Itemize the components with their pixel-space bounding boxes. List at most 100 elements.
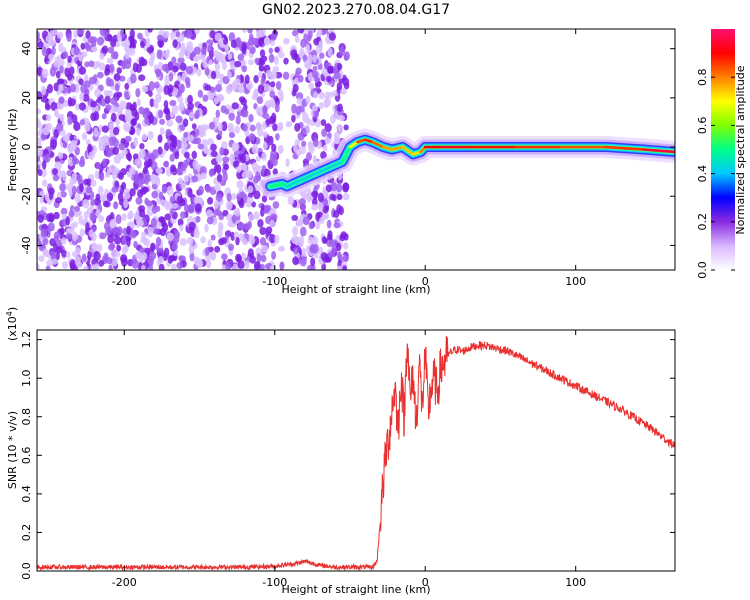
noise-dot <box>193 55 200 63</box>
noise-dot <box>118 171 124 180</box>
noise-dot <box>85 222 90 232</box>
noise-dot <box>208 59 213 66</box>
noise-dot <box>183 118 189 127</box>
noise-dot <box>213 199 219 209</box>
noise-dot <box>269 219 275 228</box>
noise-dot <box>230 39 238 49</box>
noise-dot <box>50 101 58 111</box>
noise-dot <box>205 209 213 218</box>
noise-dot <box>47 53 55 61</box>
noise-dot <box>200 236 206 244</box>
noise-dot <box>336 265 342 270</box>
noise-dot <box>237 53 245 62</box>
noise-dot <box>102 200 110 208</box>
noise-dot <box>215 155 223 163</box>
y-tick-label: 20 <box>20 91 33 105</box>
noise-dot <box>110 256 119 267</box>
noise-dot <box>172 234 180 244</box>
noise-dot <box>153 102 159 109</box>
noise-dot <box>317 192 324 203</box>
y-tick-label: 0.2 <box>20 524 33 542</box>
noise-dot <box>153 81 160 89</box>
noise-dot <box>221 60 227 70</box>
y-tick-label: 1.0 <box>20 369 33 387</box>
signal-track-core <box>268 182 284 188</box>
noise-dot <box>106 257 113 265</box>
noise-dot <box>93 127 99 138</box>
noise-dot <box>53 243 58 253</box>
noise-dot <box>187 135 195 142</box>
noise-dot <box>295 92 304 101</box>
noise-dot <box>255 155 261 162</box>
noise-dot <box>227 122 234 132</box>
noise-dot <box>64 133 70 144</box>
noise-dot <box>189 251 195 262</box>
noise-dot <box>115 214 122 224</box>
noise-dot <box>248 59 254 66</box>
noise-dot <box>161 63 169 72</box>
noise-dot <box>113 73 121 82</box>
noise-dot <box>150 51 156 61</box>
noise-dot <box>279 92 284 102</box>
noise-dot <box>293 144 298 153</box>
noise-dot <box>235 253 242 263</box>
noise-dot <box>124 109 132 118</box>
noise-dot <box>321 236 327 244</box>
noise-dot <box>80 51 88 58</box>
noise-dot <box>313 109 320 118</box>
noise-dot <box>179 238 187 246</box>
noise-dot <box>228 132 236 139</box>
noise-dot <box>299 226 307 237</box>
noise-dot <box>297 132 305 141</box>
noise-dot <box>92 74 98 84</box>
noise-dot <box>244 74 250 85</box>
noise-dot <box>147 226 153 234</box>
noise-dot <box>269 265 276 270</box>
noise-dot <box>207 44 213 52</box>
noise-dot <box>285 121 293 128</box>
noise-dot <box>236 180 244 189</box>
noise-dot <box>332 209 340 218</box>
noise-dot <box>166 185 174 196</box>
noise-dot <box>169 195 176 204</box>
noise-dot <box>55 70 61 79</box>
noise-dot <box>210 150 218 158</box>
noise-dot <box>261 195 268 203</box>
noise-dot <box>163 85 170 95</box>
noise-dot <box>210 70 217 80</box>
noise-dot <box>268 47 274 54</box>
noise-dot <box>248 213 255 222</box>
noise-dot <box>305 44 311 54</box>
noise-dot <box>221 121 228 132</box>
noise-dot <box>253 211 260 220</box>
noise-dot <box>271 157 278 167</box>
noise-dot <box>193 228 200 239</box>
signal-track-core <box>604 145 645 151</box>
noise-dot <box>37 40 44 49</box>
noise-dot <box>78 159 86 168</box>
noise-dot <box>208 121 215 130</box>
noise-dot <box>169 99 177 107</box>
noise-dot <box>60 191 67 198</box>
noise-dot <box>109 63 115 74</box>
noise-dot <box>101 45 109 54</box>
noise-region <box>37 29 350 270</box>
noise-dot <box>317 201 324 211</box>
noise-dot <box>40 228 48 239</box>
noise-dot <box>257 218 264 228</box>
noise-dot <box>240 163 247 170</box>
noise-dot <box>90 179 97 187</box>
noise-dot <box>163 30 170 39</box>
noise-dot <box>60 207 68 215</box>
noise-dot <box>73 46 80 56</box>
signal-track-core <box>363 138 374 144</box>
noise-dot <box>217 129 223 137</box>
noise-dot <box>246 169 253 179</box>
noise-dot <box>106 192 114 202</box>
noise-dot <box>74 194 81 204</box>
noise-dot <box>117 192 124 202</box>
noise-dot <box>291 103 297 114</box>
noise-dot <box>305 62 313 69</box>
noise-dot <box>61 261 68 269</box>
noise-dot <box>156 34 164 41</box>
